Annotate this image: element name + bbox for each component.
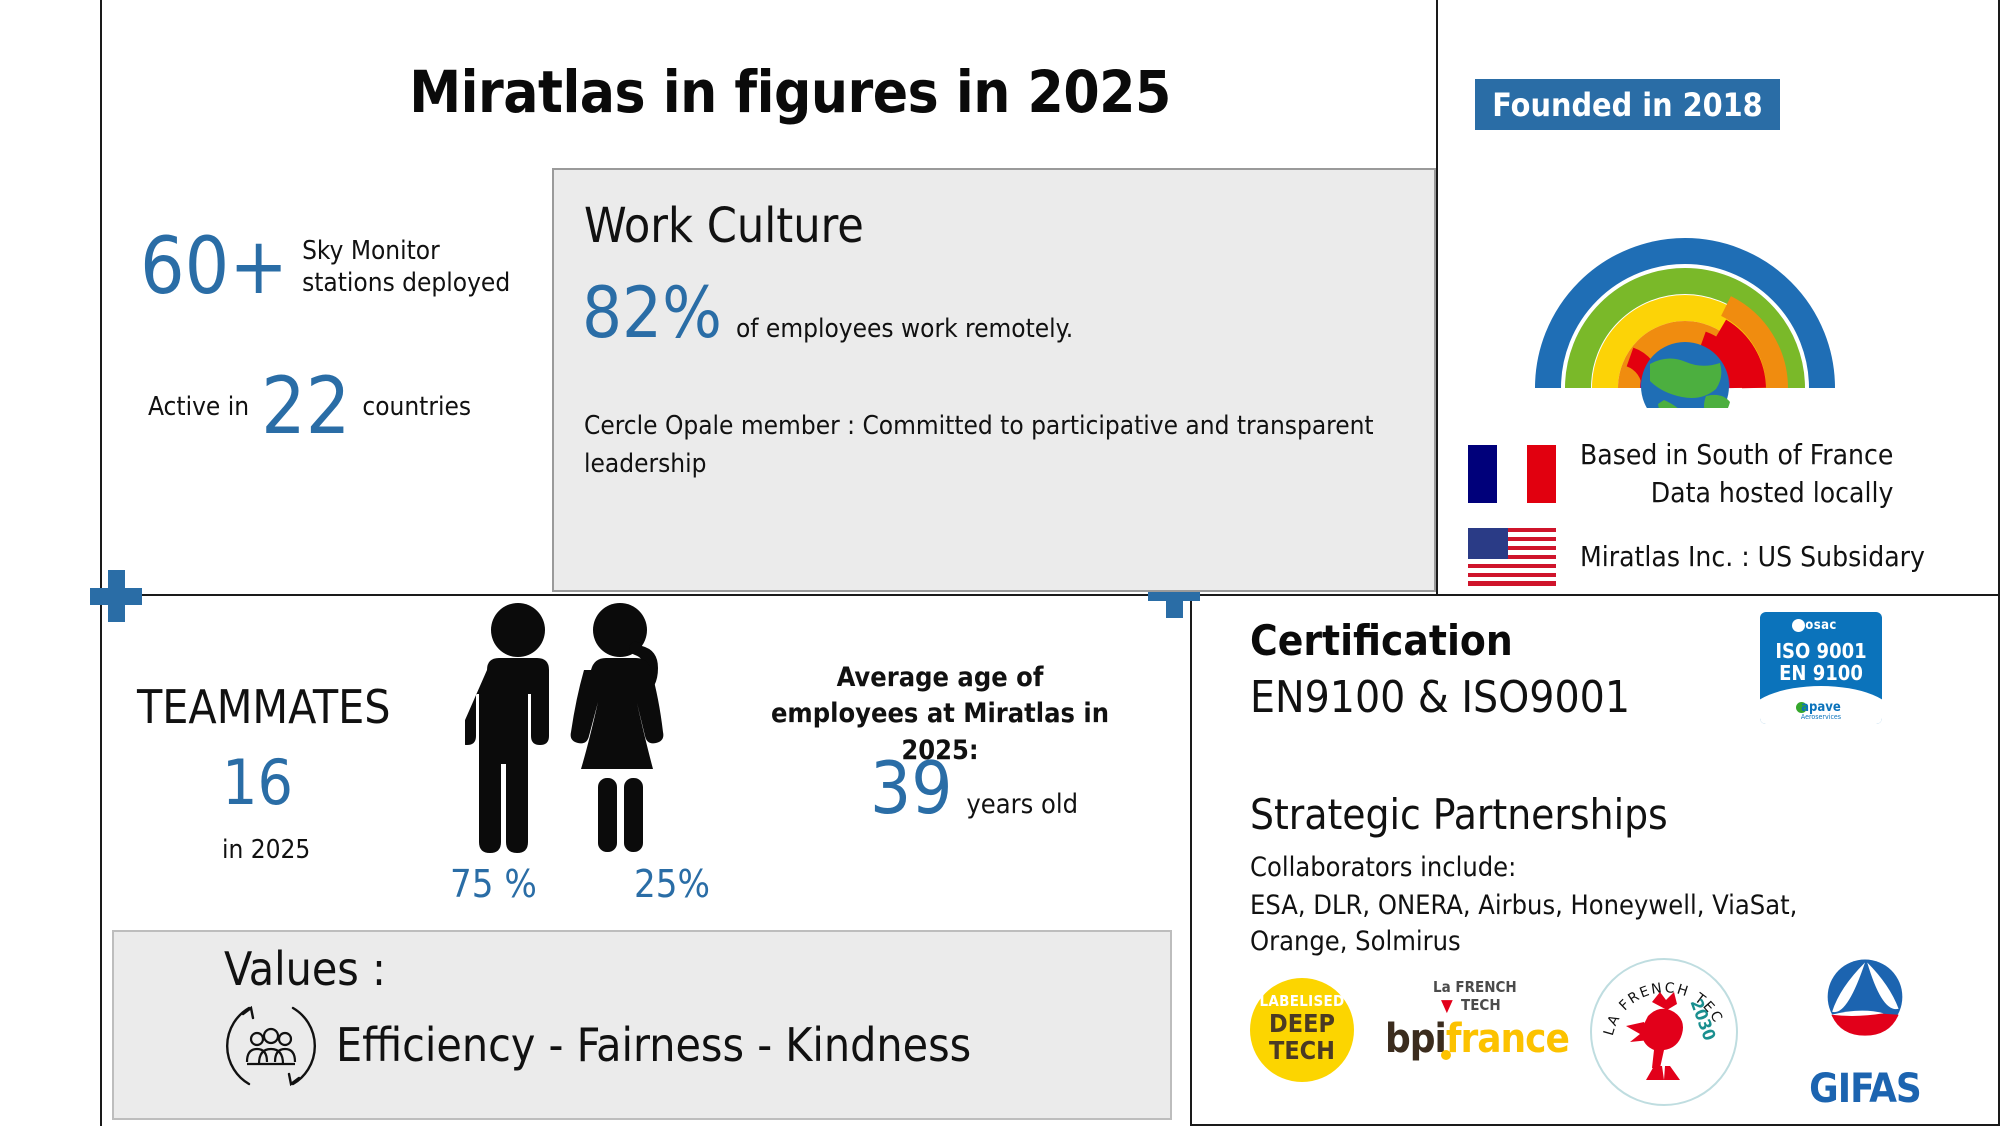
stat-countries: Active in 22 countries	[148, 362, 472, 452]
deeptech-top-label: LABELISED	[1259, 992, 1345, 1010]
teammates-heading: TEAMMATES	[137, 680, 391, 734]
female-percentage: 25%	[634, 862, 710, 906]
osac-label: osac	[1805, 618, 1837, 633]
gender-percentages: 75 % 25%	[450, 862, 710, 906]
average-age-stat: 39 years old	[870, 752, 1078, 824]
frame-line-right	[1998, 0, 2000, 1126]
osac-dot-icon	[1792, 619, 1805, 632]
location-usa-text: Miratlas Inc. : US Subsidary	[1580, 540, 1925, 574]
partnerships-collaborators: ESA, DLR, ONERA, Airbus, Honeywell, ViaS…	[1250, 890, 1798, 958]
frame-line-left	[100, 0, 102, 1126]
iso-certification-badge-icon: osac ISO 9001 EN 9100 apave Aeroservices	[1760, 612, 1882, 724]
stat-countries-prefix: Active in	[148, 392, 250, 423]
certification-heading: Certification	[1250, 616, 1513, 665]
average-age-value: 39	[870, 746, 953, 830]
badge-wave-divider	[1760, 686, 1882, 724]
frame-line-horizontal	[100, 594, 2000, 596]
page-title: Miratlas in figures in 2025	[409, 58, 1171, 126]
values-text: Efficiency - Fairness - Kindness	[336, 1018, 972, 1072]
founded-badge: Founded in 2018	[1475, 79, 1780, 130]
miratlas-logo-icon	[1530, 138, 1840, 430]
location-france-line2: Data hosted locally	[1650, 475, 1894, 509]
stat-countries-value: 22	[261, 362, 351, 452]
gender-figures-icon	[458, 602, 685, 857]
stat-stations: 60+ Sky Monitor stations deployed	[140, 222, 522, 312]
france-flag-icon	[1468, 444, 1556, 503]
iso-line2: EN 9100	[1779, 661, 1863, 685]
stat-stations-label: Sky Monitor stations deployed	[302, 235, 511, 299]
gifas-logo-icon: GIFAS	[1790, 958, 1940, 1112]
average-age-unit: years old	[966, 789, 1078, 820]
teamwork-cycle-icon	[219, 994, 323, 1098]
usa-flag-icon	[1468, 528, 1556, 586]
deeptech-line1: DEEP	[1269, 1009, 1335, 1038]
location-france-line1: Based in South of France	[1580, 438, 1894, 471]
founded-badge-label: Founded in 2018	[1492, 85, 1763, 124]
teammates-count: 16	[222, 746, 293, 819]
french-tech-2030-logo-icon: LA FRENCH TECH 2030	[1590, 958, 1738, 1106]
plus-marker-left-icon	[90, 570, 142, 622]
bpifrance-wordmark: bpifrance	[1385, 1016, 1570, 1062]
iso-line1: ISO 9001	[1775, 639, 1867, 663]
rooster-icon: ▼	[1441, 996, 1453, 1016]
values-heading: Values :	[224, 942, 386, 996]
frame-line-bottom-right	[1190, 1124, 2000, 1126]
work-culture-remote-stat: 82% of employees work remotely.	[582, 278, 1073, 348]
teammates-year: in 2025	[222, 835, 311, 865]
deeptech-line2: TECH	[1268, 1036, 1336, 1065]
bpi-text: bpi	[1385, 1016, 1447, 1062]
apave-dot-icon	[1796, 702, 1807, 713]
bpifrance-logo-icon: La FRENCH ▼ TECH bpifrance	[1385, 978, 1575, 1078]
apave-label: apave	[1801, 700, 1841, 715]
location-france-text: Based in South of France Data hosted loc…	[1580, 436, 1893, 512]
location-usa: Miratlas Inc. : US Subsidary	[1468, 528, 1925, 586]
partnerships-heading: Strategic Partnerships	[1250, 790, 1668, 839]
stat-stations-value: 60+	[140, 222, 289, 312]
values-panel: Values : Effici	[112, 930, 1172, 1120]
frame-line-vertical-bottom	[1190, 595, 1192, 1126]
frame-line-vertical-top	[1436, 0, 1438, 595]
work-culture-heading: Work Culture	[584, 198, 864, 254]
apave-sublabel: Aeroservices	[1800, 713, 1842, 721]
france-text: france	[1445, 1016, 1570, 1062]
work-culture-note: Cercle Opale member : Committed to parti…	[584, 411, 1374, 479]
frenchtech-label-1: La FRENCH	[1433, 978, 1517, 996]
stat-countries-suffix: countries	[362, 392, 472, 423]
certification-subheading: EN9100 & ISO9001	[1250, 672, 1631, 723]
deeptech-logo-icon: LABELISED DEEP TECH	[1250, 978, 1354, 1082]
bpi-dot-icon	[1441, 1050, 1451, 1060]
location-france: Based in South of France Data hosted loc…	[1468, 436, 1893, 512]
male-percentage: 75 %	[450, 862, 537, 906]
work-culture-percent-label: of employees work remotely.	[735, 314, 1074, 344]
frenchtech-label-2: TECH	[1461, 996, 1501, 1014]
work-culture-percent: 82%	[582, 272, 722, 354]
partnerships-intro: Collaborators include:	[1250, 852, 1517, 883]
average-age-heading: Average age of employees at Miratlas in …	[770, 662, 1110, 766]
gifas-wordmark: GIFAS	[1809, 1066, 1922, 1112]
work-culture-panel: Work Culture 82% of employees work remot…	[552, 168, 1436, 592]
